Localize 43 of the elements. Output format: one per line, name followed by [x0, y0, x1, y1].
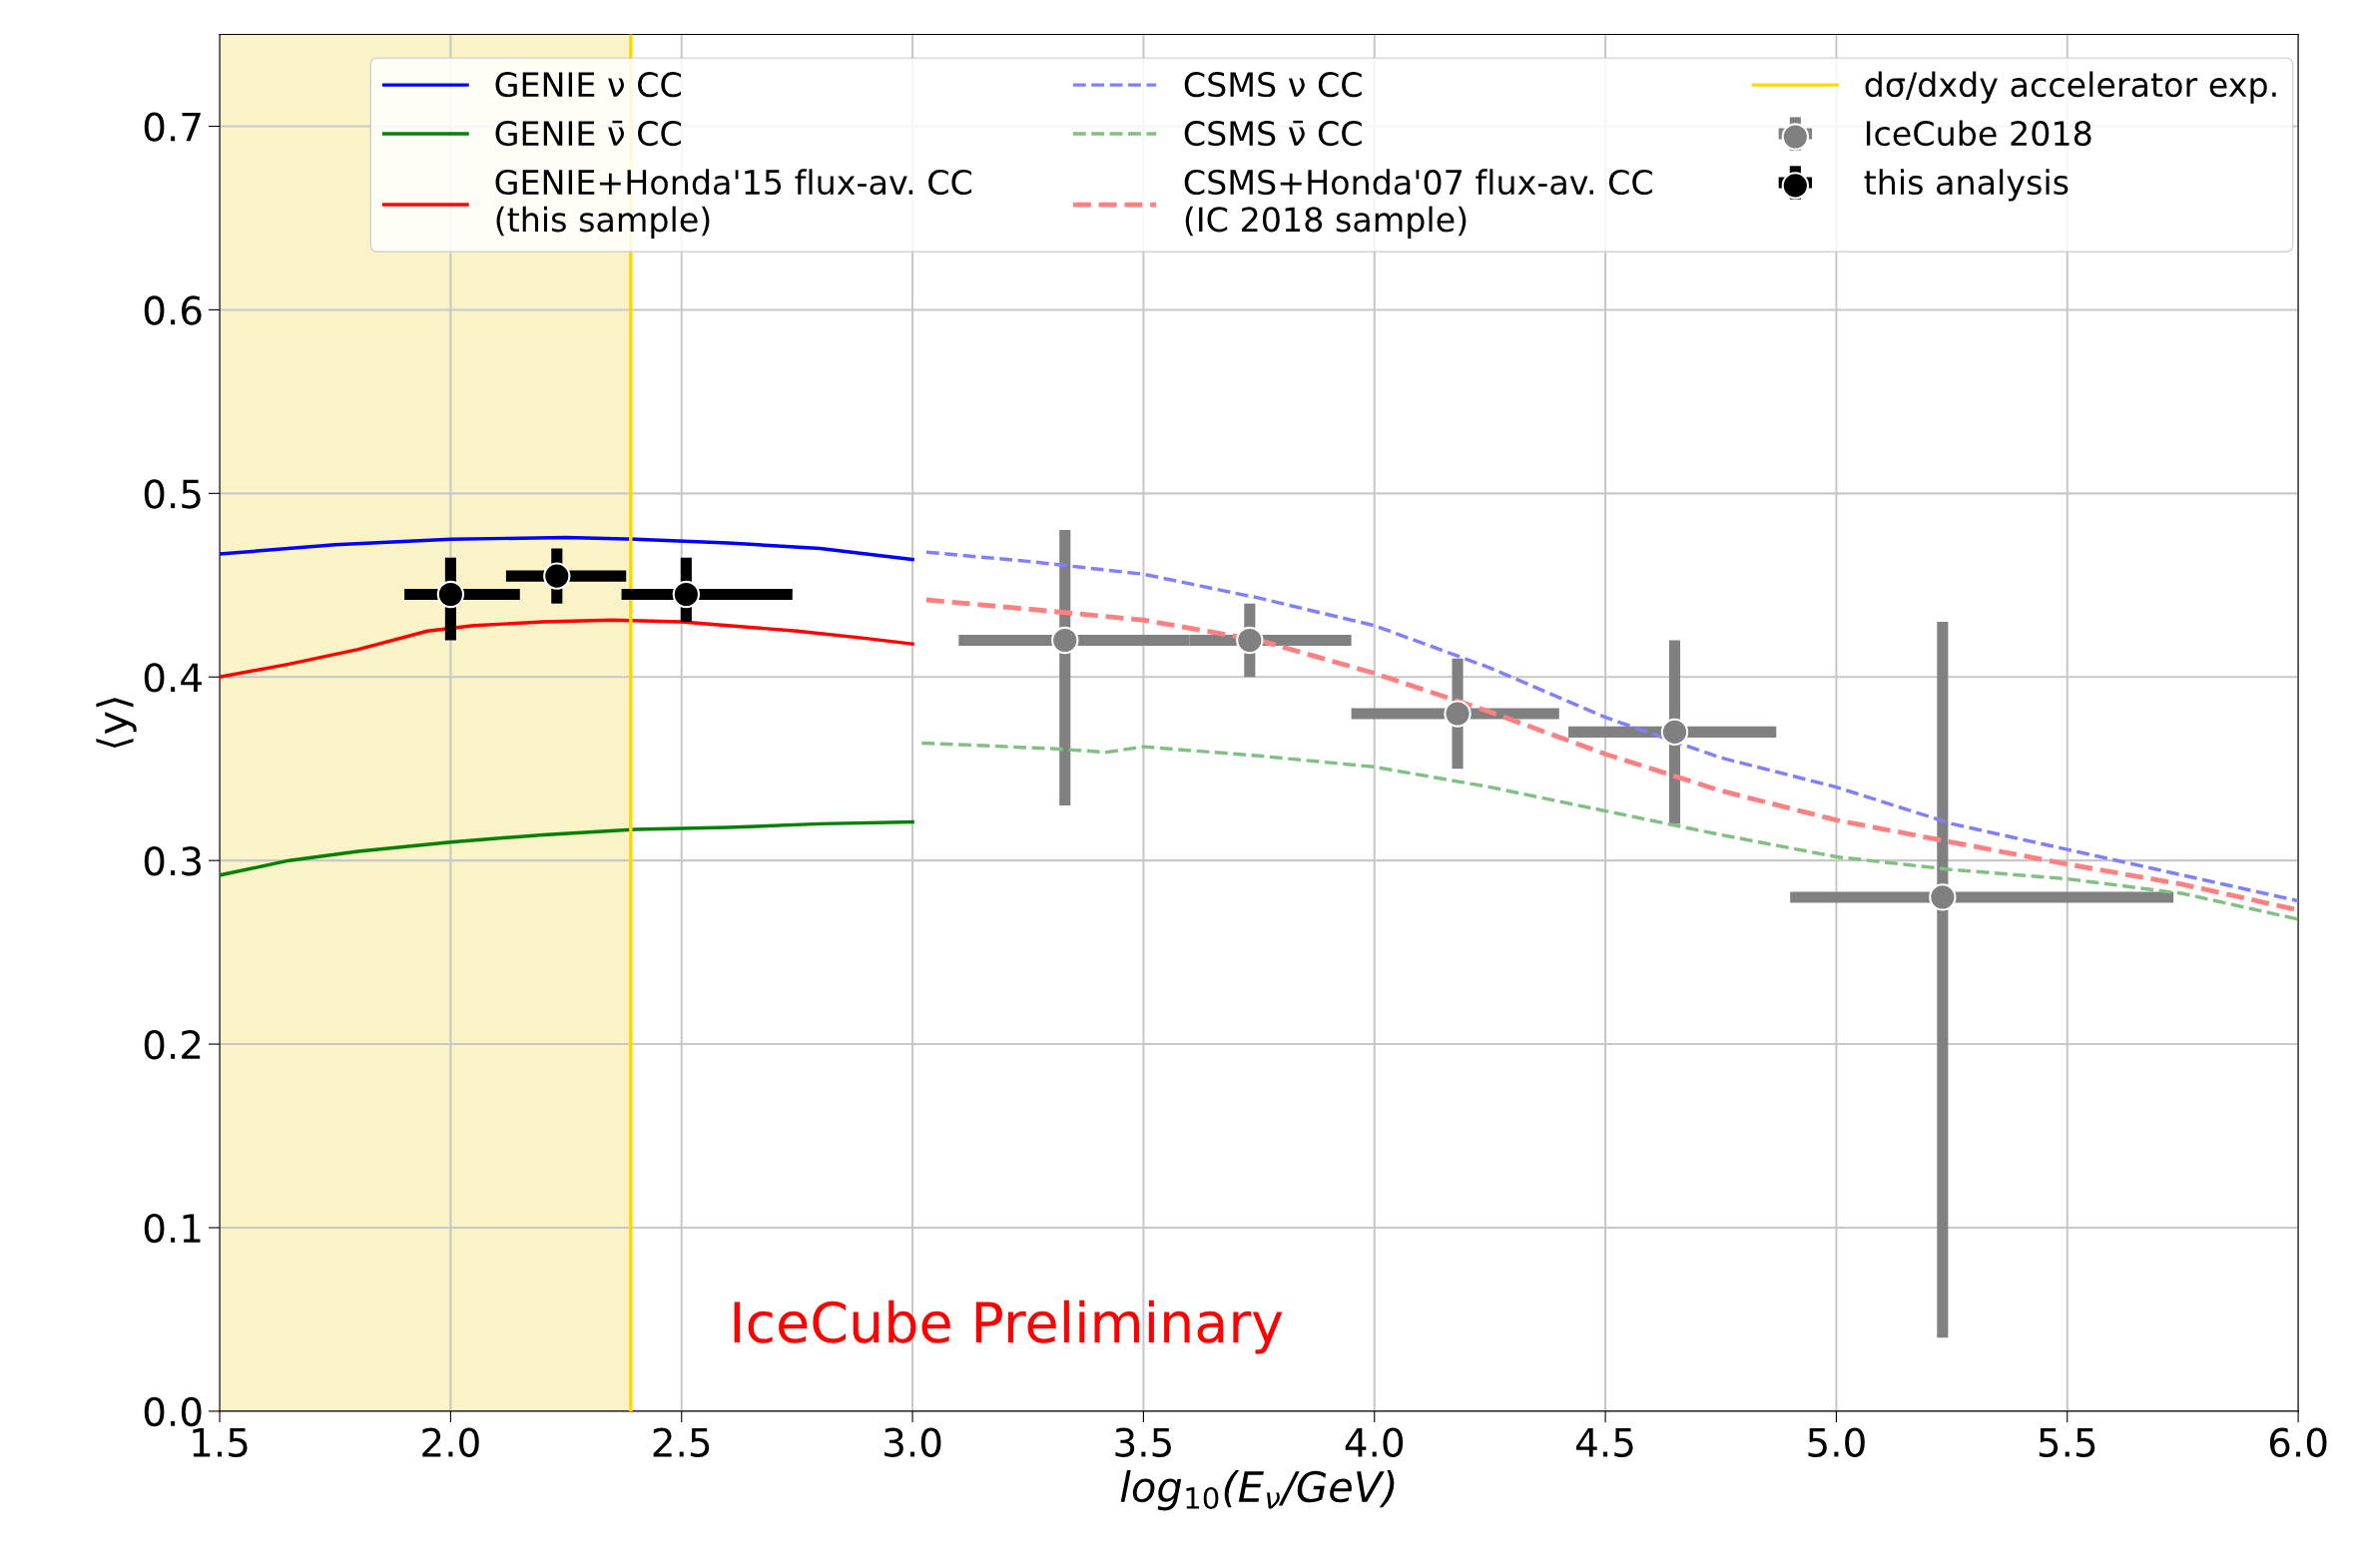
- y-axis-title: ⟨y⟩: [96, 698, 137, 749]
- x-tick-label: 6.0: [2269, 1427, 2327, 1457]
- line-series: [220, 819, 914, 877]
- legend-label: this analysis: [1864, 169, 2068, 202]
- x-tick-label: 4.0: [1345, 1427, 1404, 1457]
- line-series: [924, 550, 2299, 903]
- y-tick-label: 0.6: [144, 295, 202, 325]
- x-tick-label: 2.5: [653, 1427, 710, 1457]
- line-series: [220, 535, 914, 562]
- point: [1444, 700, 1472, 728]
- y-tick-label: 0.0: [144, 1396, 202, 1427]
- legend-label: IceCube 2018: [1866, 120, 2091, 147]
- point: [1929, 883, 1957, 911]
- y-tick-label: 0.3: [144, 846, 201, 876]
- legend-label: CSMS ν CC: [1184, 72, 1362, 98]
- point: [672, 580, 700, 609]
- y-tick-label: 0.5: [144, 479, 201, 509]
- y-tick-label: 0.2: [144, 1029, 201, 1060]
- point: [1236, 626, 1264, 655]
- x-tick-label: 4.5: [1576, 1428, 1633, 1457]
- x-tick-label: 3.5: [1115, 1427, 1171, 1457]
- x-tick-label: 3.0: [885, 1427, 941, 1457]
- x-tick-label: 1.5: [193, 1428, 248, 1457]
- point: [436, 580, 465, 609]
- legend-label: dσ/dxdy accelerator exp.: [1865, 71, 2276, 104]
- annotation: IceCube Preliminary: [734, 1300, 1283, 1354]
- y-tick-label: 0.7: [144, 112, 201, 142]
- legend-label: CSMS+Honda'07 flux-av. CC (IC 2018 sample): [1184, 169, 1652, 239]
- legend-label: GENIE ν CC: [495, 72, 681, 98]
- legend-label: GENIE ν̄ CC: [495, 120, 681, 147]
- x-tick-label: 5.5: [2039, 1428, 2095, 1457]
- y-tick-label: 0.4: [144, 663, 202, 693]
- point: [543, 562, 571, 590]
- y-tick-label: 0.1: [144, 1213, 201, 1244]
- point: [1051, 626, 1079, 655]
- x-tick-label: 5.0: [1808, 1427, 1865, 1457]
- point: [1660, 718, 1689, 747]
- line-series: [919, 741, 2299, 921]
- x-axis-title: log$_{10}$(E$_{ν}$/GeV): [1120, 1470, 1395, 1511]
- x-tick-label: 2.0: [422, 1427, 479, 1457]
- legend-label: CSMS ν̄ CC: [1184, 120, 1362, 147]
- line-series: [220, 618, 914, 679]
- legend-label: GENIE+Honda'15 flux-av. CC (this sample): [495, 169, 972, 239]
